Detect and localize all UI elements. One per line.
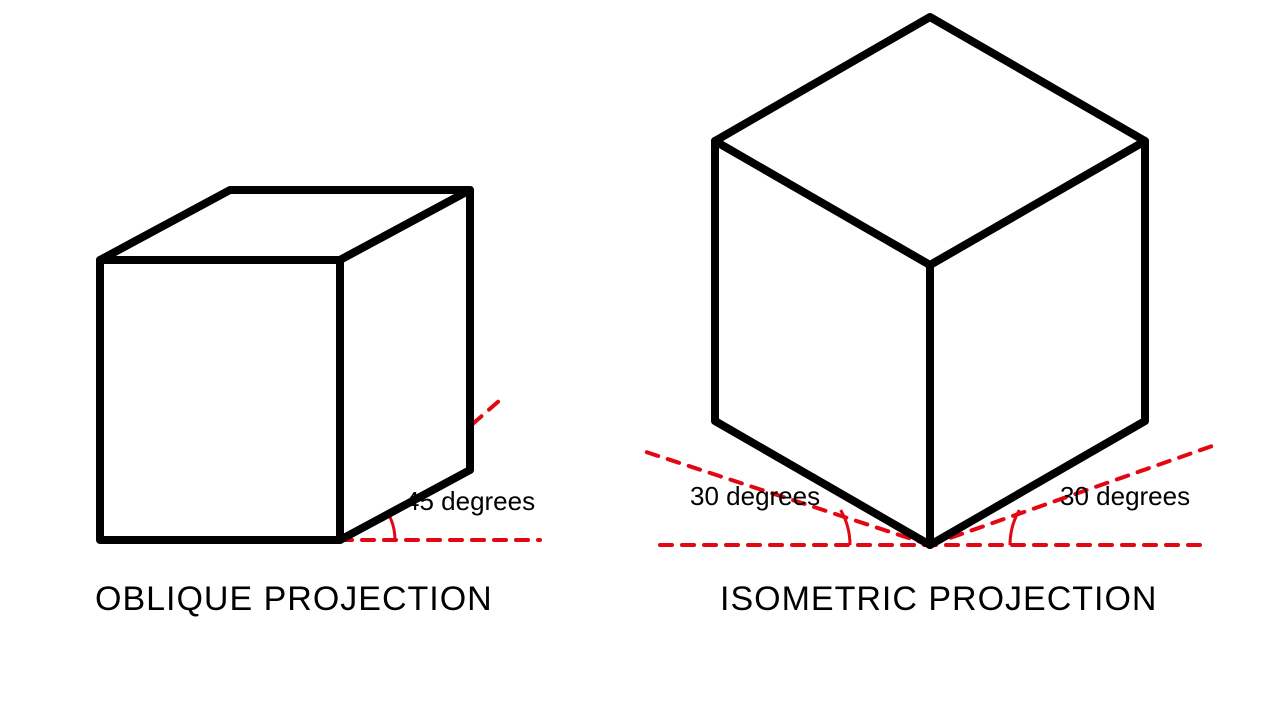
oblique-projection: 45 degrees OBLIQUE PROJECTION: [95, 190, 540, 618]
iso-title: ISOMETRIC PROJECTION: [720, 580, 1157, 618]
oblique-angle-label: 45 degrees: [405, 486, 535, 516]
isometric-projection: 30 degrees 30 degrees ISOMETRIC PROJECTION: [640, 17, 1215, 618]
oblique-title: OBLIQUE PROJECTION: [95, 580, 493, 618]
iso-right-label: 30 degrees: [1060, 481, 1190, 511]
iso-left-label: 30 degrees: [690, 481, 820, 511]
isometric-cube: [715, 17, 1145, 545]
oblique-front-face: [100, 260, 340, 540]
